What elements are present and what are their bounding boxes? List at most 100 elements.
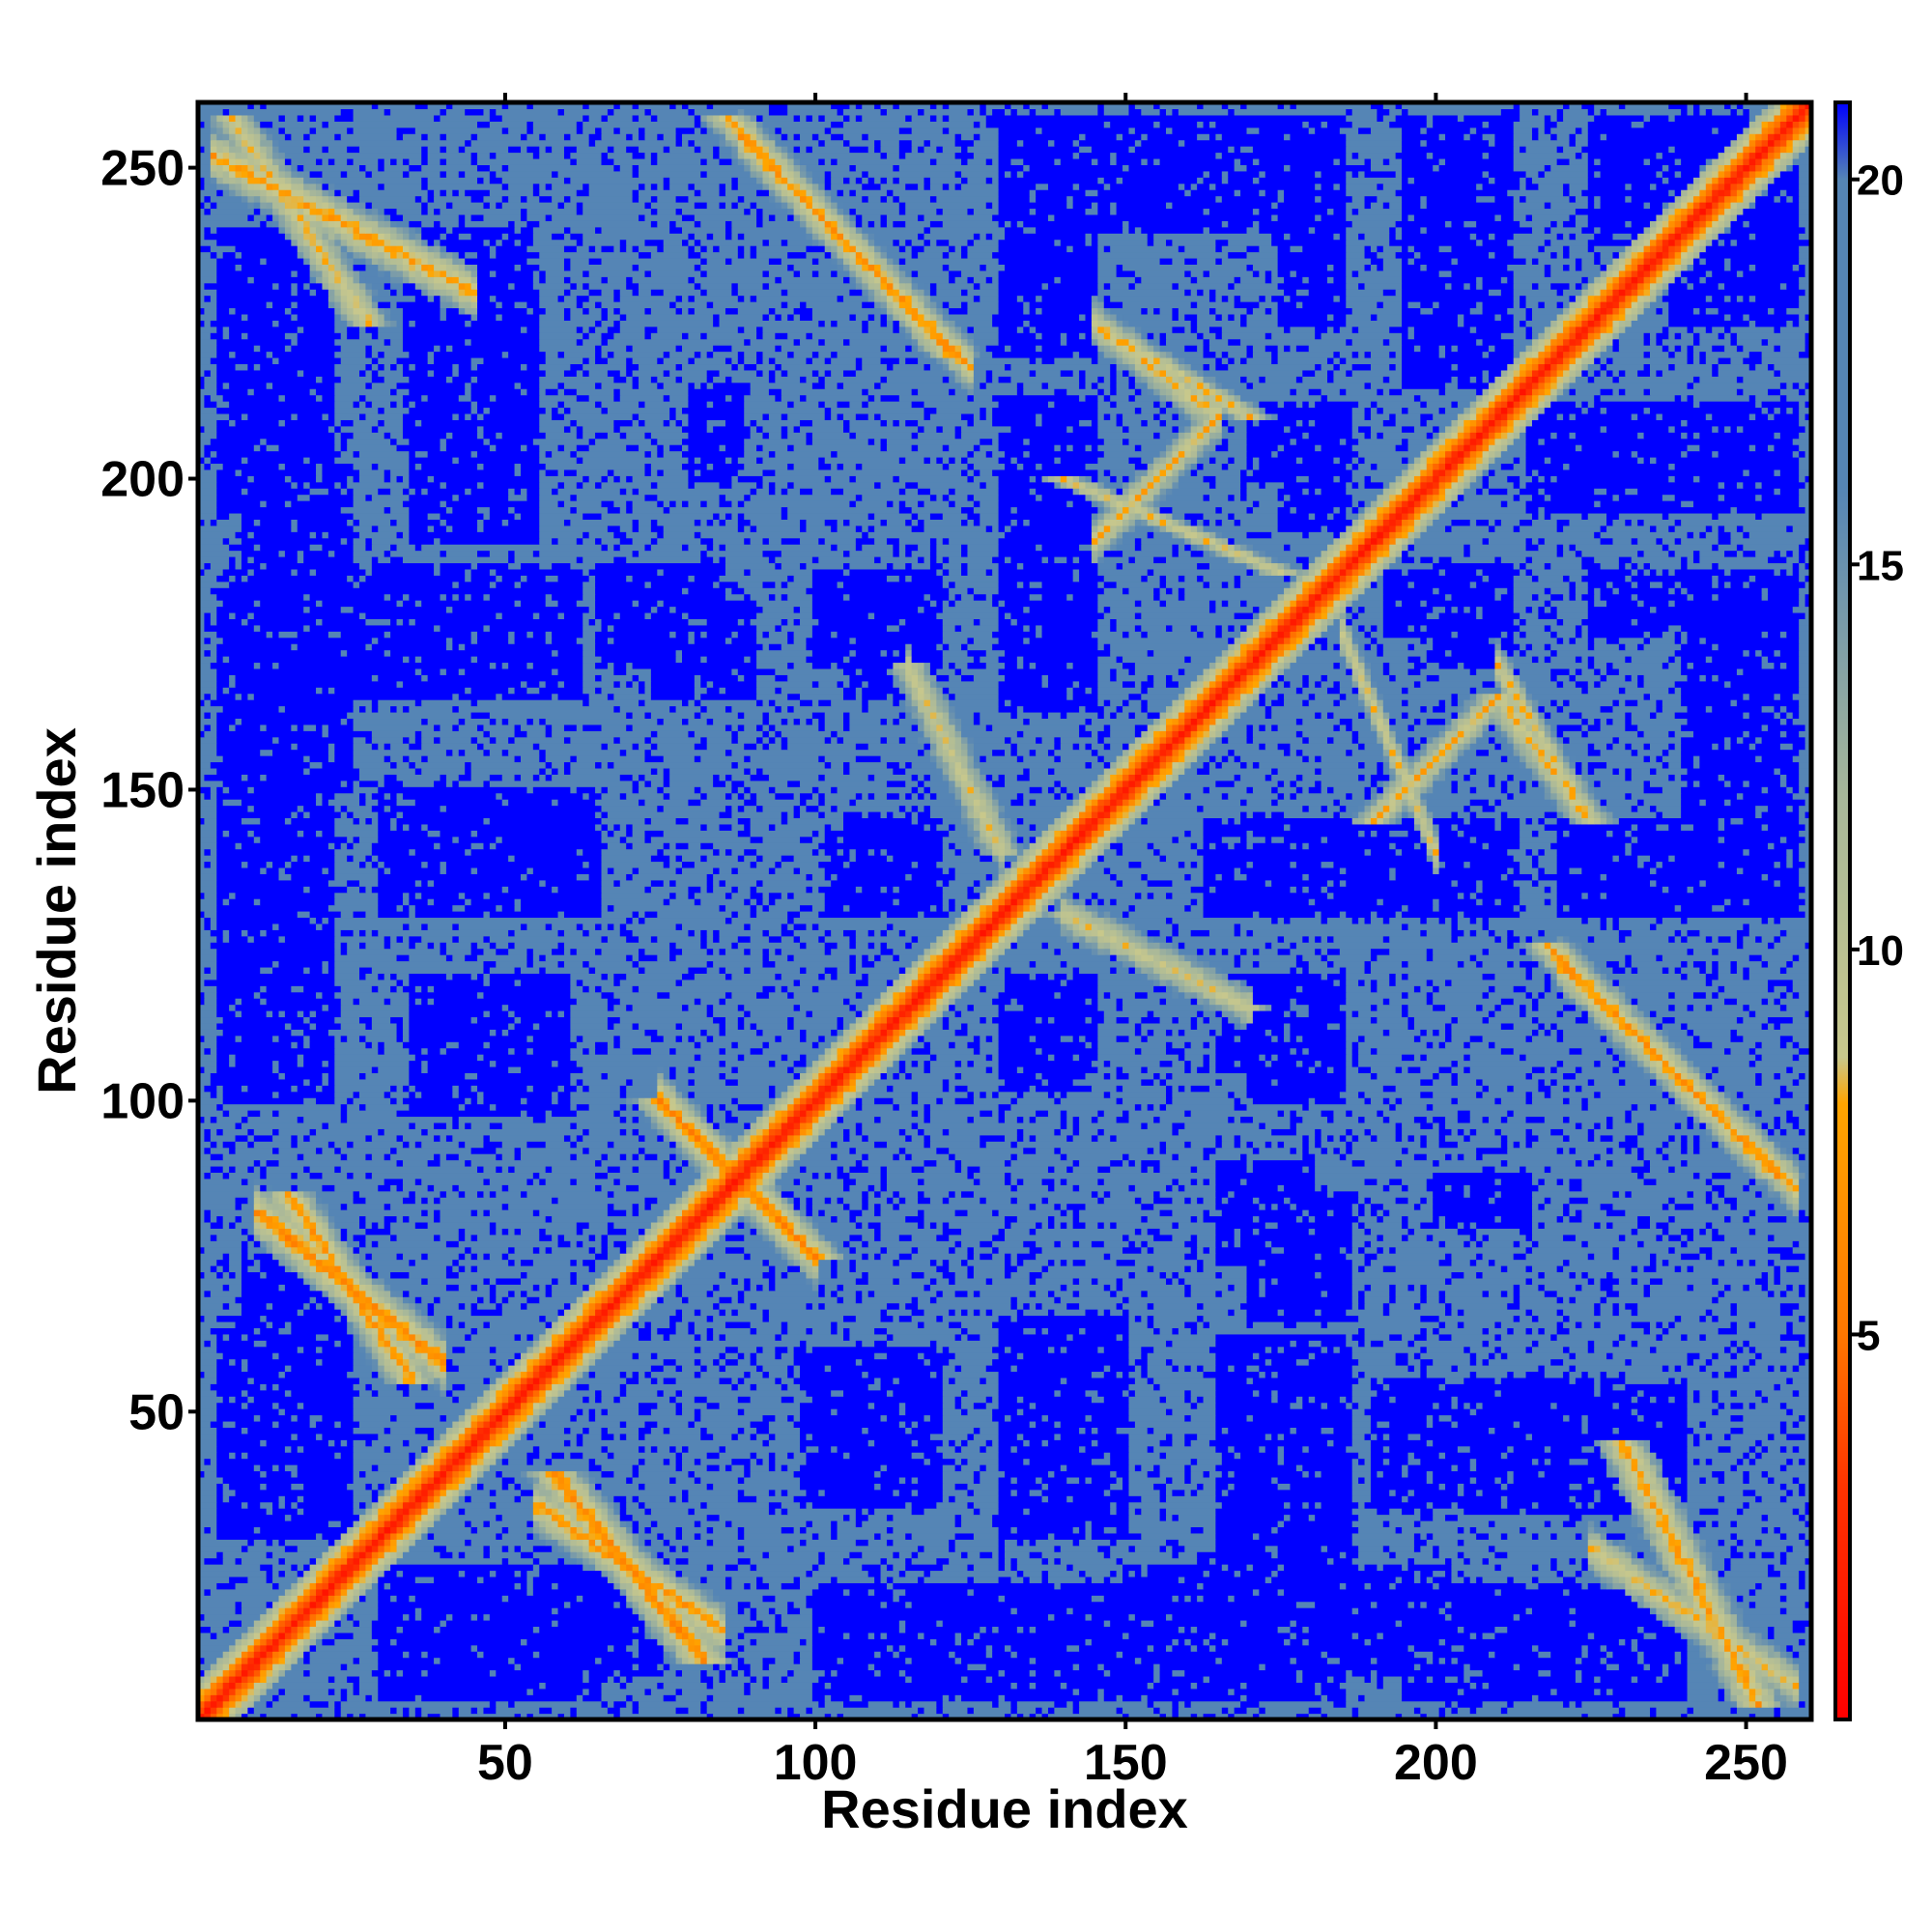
heatmap-cell <box>1724 1539 1738 1547</box>
heatmap-cell <box>1687 1520 1694 1528</box>
heatmap-cell <box>1085 1427 1093 1435</box>
heatmap-cell <box>663 1539 670 1547</box>
heatmap-cell <box>327 1607 335 1615</box>
heatmap-cell <box>514 1657 596 1664</box>
heatmap-cell <box>371 1576 379 1583</box>
heatmap-cell <box>905 1588 969 1596</box>
heatmap-cell <box>893 1595 900 1603</box>
heatmap-cell <box>1457 1489 1464 1496</box>
heatmap-cell <box>1451 1601 1638 1608</box>
heatmap-cell <box>588 1464 603 1472</box>
heatmap-cell <box>291 1663 342 1671</box>
heatmap-cell <box>1433 1582 1440 1590</box>
heatmap-cell <box>1687 1595 1694 1603</box>
heatmap-cell <box>967 1408 993 1416</box>
heatmap-cell <box>1190 1439 1210 1447</box>
heatmap-cell <box>291 1365 355 1373</box>
heatmap-cell <box>390 1371 398 1378</box>
heatmap-cell <box>266 1700 273 1708</box>
heatmap-cell <box>787 1383 801 1391</box>
heatmap-cell <box>278 1464 286 1472</box>
heatmap-cell <box>639 1377 652 1384</box>
heatmap-cell <box>378 1514 385 1521</box>
heatmap-cell <box>626 1371 634 1378</box>
heatmap-cell <box>1637 1408 1689 1416</box>
heatmap-cell <box>545 1483 553 1491</box>
heatmap-cell <box>1650 1532 1658 1540</box>
heatmap-cell <box>235 1582 273 1590</box>
heatmap-cell <box>1339 1657 1372 1664</box>
heatmap-cell <box>1786 1595 1812 1603</box>
heatmap-cell <box>639 1551 646 1559</box>
heatmap-cell <box>359 1557 367 1565</box>
heatmap-cell <box>501 1514 534 1521</box>
heatmap-cell <box>552 1707 571 1715</box>
heatmap-cell <box>340 1663 348 1671</box>
heatmap-cell <box>843 1713 913 1720</box>
heatmap-cell <box>483 1551 491 1559</box>
heatmap-cell <box>663 1595 670 1603</box>
heatmap-cell <box>253 1626 261 1634</box>
heatmap-cell <box>1016 1539 1024 1547</box>
heatmap-cell <box>1606 1464 1614 1472</box>
heatmap-cell <box>557 1514 565 1521</box>
heatmap-cell <box>347 1675 360 1683</box>
heatmap-cell <box>998 1694 1006 1702</box>
heatmap-cell <box>1606 1545 1614 1552</box>
heatmap-cell <box>744 1476 801 1484</box>
heatmap-cell <box>1382 1632 1471 1639</box>
heatmap-cell <box>532 1365 540 1373</box>
heatmap-cell <box>713 1632 721 1639</box>
heatmap-cell <box>1755 1439 1763 1447</box>
heatmap-cell <box>1507 1700 1515 1708</box>
heatmap-cell <box>1036 1669 1055 1677</box>
heatmap-cell <box>1575 1570 1582 1577</box>
heatmap-cell <box>272 1613 280 1621</box>
heatmap-cell <box>1358 1402 1372 1409</box>
heatmap-cell <box>1656 1458 1663 1465</box>
heatmap-cell <box>1190 1700 1241 1708</box>
heatmap-cell <box>1141 1508 1161 1516</box>
heatmap-cell <box>1786 1688 1794 1695</box>
heatmap-cell <box>1252 1713 1260 1720</box>
heatmap-cell <box>409 1483 416 1491</box>
heatmap-cell <box>353 1532 360 1540</box>
heatmap-cell <box>1197 1582 1205 1590</box>
heatmap-cell <box>316 1595 324 1603</box>
heatmap-cell <box>1662 1476 1669 1484</box>
heatmap-cell <box>1779 1420 1787 1428</box>
heatmap-cell <box>1389 1458 1409 1465</box>
heatmap-cell <box>1159 1514 1167 1521</box>
heatmap-cell <box>998 1427 1080 1435</box>
heatmap-cell <box>942 1402 956 1409</box>
heatmap-cell <box>880 1651 894 1659</box>
heatmap-cell <box>1768 1396 1812 1404</box>
heatmap-cell <box>1259 1371 1266 1378</box>
heatmap-cell <box>421 1532 429 1540</box>
heatmap-cell <box>1656 1601 1663 1608</box>
heatmap-cell <box>663 1458 670 1465</box>
heatmap-cell <box>706 1700 819 1708</box>
heatmap-cell <box>650 1570 658 1577</box>
heatmap-cell <box>905 1420 913 1428</box>
heatmap-cell <box>1010 1476 1018 1484</box>
heatmap-cell <box>644 1501 701 1509</box>
heatmap-cell <box>998 1452 1105 1460</box>
heatmap-cell <box>427 1501 435 1509</box>
heatmap-cell <box>1358 1564 1366 1572</box>
heatmap-cell <box>669 1539 708 1547</box>
heatmap-cell <box>700 1644 708 1652</box>
heatmap-cell <box>1110 1452 1130 1460</box>
heatmap-cell <box>1134 1613 1167 1621</box>
heatmap-cell <box>980 1626 987 1634</box>
heatmap-cell <box>973 1576 1000 1583</box>
heatmap-cell <box>1687 1601 1694 1608</box>
heatmap-cell <box>1705 1433 1713 1440</box>
heatmap-cell <box>737 1607 745 1615</box>
heatmap-cell <box>1023 1626 1031 1634</box>
heatmap-cell <box>1730 1694 1738 1702</box>
heatmap-cell <box>1079 1427 1087 1435</box>
heatmap-cell <box>682 1688 745 1695</box>
heatmap-cell <box>260 1626 268 1634</box>
heatmap-cell <box>1792 1682 1800 1690</box>
